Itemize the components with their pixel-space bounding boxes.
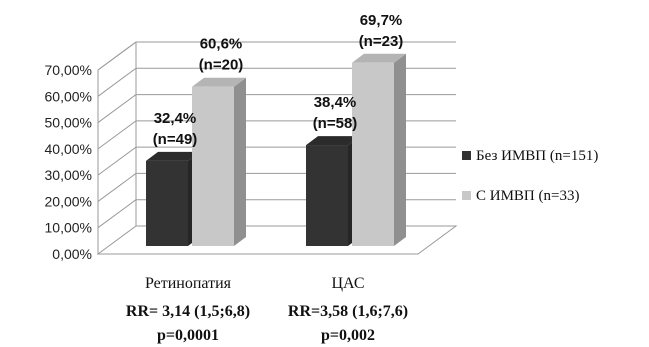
y-tick-label: 0,00% xyxy=(52,246,92,262)
y-tick-label: 40,00% xyxy=(45,141,92,157)
y-tick-label: 20,00% xyxy=(45,193,92,209)
data-label-percent: 38,4% xyxy=(314,94,357,111)
bar-front xyxy=(306,145,348,246)
bar-top xyxy=(146,151,200,161)
legend-swatch xyxy=(462,191,471,200)
legend-label: Без ИМВП (n=151) xyxy=(476,148,598,164)
data-label-count: (n=23) xyxy=(359,33,404,50)
data-label-percent: 69,7% xyxy=(360,12,403,29)
bar-front xyxy=(192,86,234,246)
y-tick-label: 50,00% xyxy=(45,115,92,131)
gridline-diagonal xyxy=(97,67,137,97)
gridline-diagonal xyxy=(97,94,137,123)
legend-swatch xyxy=(462,151,471,160)
y-tick-label: 60,00% xyxy=(45,88,92,104)
bar-front xyxy=(352,62,394,246)
x-category-rr: RR= 3,14 (1,5;6,8) xyxy=(126,303,250,320)
data-label-count: (n=49) xyxy=(153,131,198,148)
y-tick-label: 30,00% xyxy=(45,167,92,183)
gridline-diagonal xyxy=(97,41,137,71)
bar-top xyxy=(352,53,406,63)
data-label-percent: 32,4% xyxy=(154,110,197,127)
y-tick-label: 10,00% xyxy=(45,220,92,236)
gridline-diagonal xyxy=(97,146,137,176)
bar-top xyxy=(306,136,360,146)
bar-s-imvp-1 xyxy=(352,53,406,246)
x-category-rr: RR=3,58 (1,6;7,6) xyxy=(288,303,408,320)
labels-layer: 0,00% 10,00% 20,00% 30,00% 40,00% 50,00% 60,00… xyxy=(45,12,409,344)
x-category-p: p=0,0001 xyxy=(157,327,219,344)
bar-front xyxy=(146,160,188,246)
bar-bez-imvp-0 xyxy=(146,151,200,246)
y-tick-label: 70,00% xyxy=(45,62,92,78)
legend: Без ИМВП (n=151) С ИМВП (n=33) xyxy=(462,148,598,204)
bar-s-imvp-0 xyxy=(192,77,246,246)
data-label-count: (n=20) xyxy=(199,57,244,74)
gridline-diagonal xyxy=(97,120,137,150)
x-category-p: p=0,002 xyxy=(321,327,375,344)
bars-layer xyxy=(146,53,406,246)
bar-side xyxy=(234,77,246,246)
data-label-percent: 60,6% xyxy=(200,36,243,53)
data-label-count: (n=58) xyxy=(313,115,358,132)
bar-side xyxy=(394,53,406,246)
gridline-diagonal xyxy=(97,173,137,202)
bar-top xyxy=(192,77,246,87)
gridline-diagonal xyxy=(97,199,137,229)
x-category-label: ЦАС xyxy=(332,275,365,292)
x-category-label: Ретинопатия xyxy=(145,275,232,292)
legend-label: С ИМВП (n=33) xyxy=(476,188,579,204)
bar-bez-imvp-1 xyxy=(306,136,360,246)
